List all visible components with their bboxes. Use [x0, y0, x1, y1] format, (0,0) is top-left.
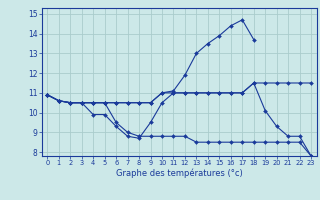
X-axis label: Graphe des températures (°c): Graphe des températures (°c): [116, 169, 243, 178]
